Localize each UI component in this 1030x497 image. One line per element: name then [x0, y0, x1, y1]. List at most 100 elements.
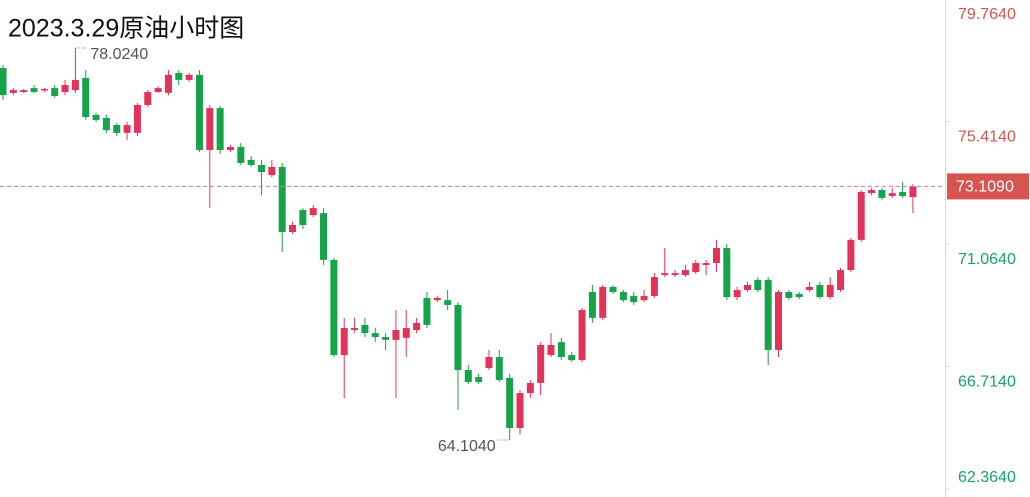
- plot-area: [0, 48, 917, 440]
- candle-body: [733, 290, 741, 298]
- last-price-label: 73.1090: [956, 179, 1014, 196]
- candle-body: [340, 328, 348, 356]
- candle-body: [382, 337, 390, 340]
- candle-body: [309, 208, 317, 216]
- candle-body: [433, 297, 441, 301]
- candle-body: [712, 248, 720, 263]
- candle-body: [206, 108, 214, 151]
- candle-body: [51, 88, 59, 96]
- candle-body: [630, 295, 638, 303]
- candle-body: [692, 262, 700, 272]
- candle-body: [806, 286, 814, 291]
- candle-body: [464, 369, 472, 383]
- candle-body: [826, 284, 834, 298]
- candle-body: [299, 210, 307, 225]
- candle-body: [237, 146, 245, 164]
- candle-body: [888, 193, 896, 196]
- candle-body: [185, 74, 193, 80]
- candle-body: [775, 291, 782, 350]
- candle-body: [506, 377, 514, 429]
- candle-body: [764, 279, 772, 350]
- candle-body: [785, 291, 793, 298]
- candle-body: [392, 330, 400, 340]
- candle-body: [102, 117, 110, 131]
- candle-body: [361, 324, 369, 334]
- candle-body: [816, 284, 824, 298]
- candle-body: [258, 164, 265, 173]
- candle-body: [578, 310, 586, 361]
- candle-body: [526, 382, 534, 394]
- candle-body: [133, 104, 141, 133]
- candle-body: [226, 146, 234, 151]
- candle-body: [289, 224, 297, 233]
- candle-body: [868, 190, 876, 194]
- candle-body: [61, 85, 69, 93]
- candle-body: [857, 192, 865, 240]
- chart-title: 2023.3.29原油小时图: [8, 15, 244, 43]
- candle-body: [495, 357, 503, 381]
- candle-body: [278, 166, 286, 233]
- candle-body: [537, 344, 545, 383]
- candle-body: [475, 377, 483, 383]
- y-tick-label: 71.0640: [958, 251, 1016, 268]
- last-price-badge: [947, 173, 1029, 200]
- candle-body: [82, 77, 90, 118]
- candle-body: [71, 79, 79, 91]
- min-label: 64.1040: [438, 438, 496, 455]
- candle-body: [454, 304, 462, 370]
- candle-body: [268, 166, 276, 176]
- candle-body: [743, 284, 751, 291]
- candle-body: [547, 344, 555, 356]
- max-label: 78.0240: [90, 46, 148, 63]
- candle-body: [40, 88, 48, 91]
- candle-body: [702, 262, 710, 265]
- candle-body: [588, 291, 596, 318]
- candle-body: [485, 357, 493, 369]
- candle-body: [516, 393, 524, 429]
- candle-body: [899, 192, 907, 196]
- candle-body: [661, 273, 669, 276]
- candle-body: [650, 277, 658, 296]
- candle-body: [444, 300, 452, 305]
- candle-body: [113, 124, 121, 133]
- candle-body: [371, 333, 379, 338]
- candle-body: [30, 88, 38, 93]
- candle-body: [144, 92, 152, 105]
- y-tick-label: 66.7140: [958, 374, 1016, 391]
- candle-body: [599, 286, 607, 318]
- candle-body: [154, 88, 162, 93]
- candle-body: [878, 190, 886, 198]
- candle-body: [681, 270, 689, 276]
- candle-body: [320, 213, 328, 260]
- y-tick-label: 79.7640: [958, 6, 1016, 23]
- candle-body: [402, 328, 410, 338]
- candle-body: [216, 108, 224, 151]
- candle-body: [640, 295, 648, 301]
- candle-body: [671, 273, 679, 276]
- y-tick-label: 62.3640: [958, 469, 1016, 486]
- candle-body: [175, 72, 183, 80]
- candle-body: [909, 186, 917, 198]
- y-tick-label: 75.4140: [958, 129, 1016, 146]
- candle-body: [0, 68, 7, 96]
- candle-body: [723, 248, 731, 298]
- candle-body: [847, 239, 855, 271]
- candle-body: [795, 293, 803, 298]
- candle-body: [9, 90, 17, 93]
- candle-body: [413, 322, 421, 331]
- candle-body: [92, 114, 100, 120]
- candle-body: [164, 74, 172, 93]
- candle-body: [20, 90, 28, 93]
- candle-body: [195, 74, 203, 151]
- candle-body: [609, 286, 617, 292]
- candle-body: [123, 124, 131, 133]
- candle-body: [619, 291, 627, 301]
- candle-body: [837, 270, 845, 291]
- candle-body: [754, 279, 762, 291]
- candle-body: [423, 297, 431, 325]
- candle-body: [247, 159, 255, 165]
- candle-body: [351, 328, 359, 331]
- candle-body: [568, 355, 576, 361]
